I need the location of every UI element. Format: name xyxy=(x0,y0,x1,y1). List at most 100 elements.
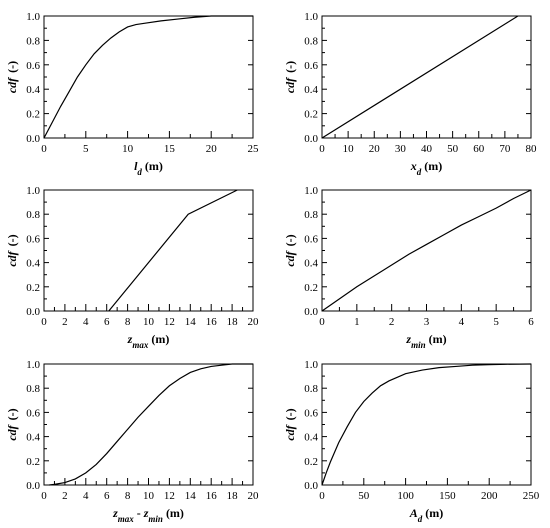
y-tick-label: 0.4 xyxy=(304,258,318,270)
x-tick-label: 30 xyxy=(395,143,407,155)
x-tick-label: 10 xyxy=(343,143,355,155)
x-tick-label: 5 xyxy=(493,316,499,328)
x-axis-title-part: A xyxy=(409,506,418,520)
series-line-1 xyxy=(321,363,532,486)
x-tick-label: 200 xyxy=(481,490,498,502)
x-tick-label: 150 xyxy=(439,490,456,502)
y-axis-title-unit: (-) xyxy=(283,408,297,420)
plot-frame xyxy=(321,15,532,139)
y-axis-title-main: cdf xyxy=(5,250,19,266)
y-tick-label: 0.8 xyxy=(26,35,40,47)
y-tick-label: 0.2 xyxy=(304,456,318,468)
x-tick-label: 100 xyxy=(397,490,414,502)
x-tick-label: 14 xyxy=(185,490,197,502)
y-tick-label: 0.2 xyxy=(26,109,40,121)
plot-frame xyxy=(43,15,254,139)
x-axis-title-part: (m) xyxy=(163,506,184,520)
x-tick-label: 0 xyxy=(41,490,47,502)
x-tick-label: 10 xyxy=(143,316,155,328)
y-tick-label: 0.8 xyxy=(26,209,40,221)
x-axis-title: zmin (m) xyxy=(405,332,446,350)
x-tick-label: 5 xyxy=(83,143,89,155)
x-axis-title-part: (m) xyxy=(426,332,447,346)
y-axis-title-main: cdf xyxy=(283,77,297,93)
x-tick-label: 20 xyxy=(369,143,381,155)
x-tick-label: 0 xyxy=(319,316,325,328)
x-tick-label: 18 xyxy=(227,316,239,328)
x-tick-label: 6 xyxy=(104,316,110,328)
plot-frame xyxy=(43,363,254,486)
x-axis-title-part: z xyxy=(127,332,133,346)
x-tick-label: 1 xyxy=(354,316,360,328)
x-axis-title-part: max xyxy=(132,340,149,350)
x-axis-title-part: (m) xyxy=(421,159,442,173)
series-line-1 xyxy=(321,189,532,312)
chart-panel-2: 0.0 0.2 0.4 0.6 0.8 1.0 0 10 20 30 40 50 60 70 80 cdf (-… xyxy=(283,11,537,177)
y-axis-title-unit: (-) xyxy=(283,234,297,246)
y-tick-label: 0.6 xyxy=(304,407,318,419)
x-tick-label: 40 xyxy=(421,143,433,155)
y-axis-title: cdf (-) xyxy=(283,61,297,93)
y-tick-label: 0.2 xyxy=(304,282,318,294)
x-axis-title-part: (m) xyxy=(148,332,169,346)
y-axis-title-unit: (-) xyxy=(5,408,19,420)
y-tick-label: 0.4 xyxy=(26,258,40,270)
y-tick-label: 0.8 xyxy=(26,383,40,395)
series-line-1 xyxy=(49,363,253,486)
y-tick-label: 0.2 xyxy=(304,109,318,121)
x-axis-title-part: d xyxy=(418,514,423,524)
x-tick-label: 14 xyxy=(185,316,197,328)
chart-panel-5: 0.0 0.2 0.4 0.6 0.8 1.0 0 2 4 6 8 10 12 14 16 18 20 cdf (-… xyxy=(5,359,259,524)
x-tick-label: 4 xyxy=(459,316,465,328)
y-tick-label: 0.4 xyxy=(304,84,318,96)
y-tick-label: 0.6 xyxy=(26,407,40,419)
x-axis-title-part: min xyxy=(411,340,426,350)
x-axis-title: zmax (m) xyxy=(127,332,170,350)
y-tick-label: 0.8 xyxy=(304,35,318,47)
y-axis-title: cdf (-) xyxy=(283,408,297,440)
chart-panel-3: 0.0 0.2 0.4 0.6 0.8 1.0 0 2 4 6 8 10 12 14 16 18 20 cdf (-… xyxy=(5,185,259,350)
y-axis-title-main: cdf xyxy=(283,250,297,266)
x-tick-label: 16 xyxy=(206,490,218,502)
x-axis-title-part: d xyxy=(417,167,422,177)
x-tick-label: 15 xyxy=(164,143,176,155)
x-tick-label: 50 xyxy=(447,143,459,155)
y-axis-title-main: cdf xyxy=(5,77,19,93)
y-tick-label: 1.0 xyxy=(304,359,318,371)
y-axis-title-unit: (-) xyxy=(5,61,19,73)
x-tick-label: 60 xyxy=(473,143,485,155)
x-axis-title: xd (m) xyxy=(410,159,443,177)
x-tick-label: 20 xyxy=(206,143,218,155)
x-axis-title-part: z xyxy=(405,332,411,346)
x-axis-title-part: max xyxy=(118,514,135,524)
x-axis-title: Ad (m) xyxy=(409,506,444,524)
y-tick-label: 0.4 xyxy=(26,84,40,96)
x-tick-label: 8 xyxy=(125,316,131,328)
x-axis-title-part: min xyxy=(148,514,163,524)
series-line-1 xyxy=(43,15,253,139)
x-tick-label: 70 xyxy=(499,143,511,155)
x-tick-label: 80 xyxy=(526,143,538,155)
x-tick-label: 2 xyxy=(389,316,395,328)
x-axis-title-part: d xyxy=(137,167,142,177)
plot-frame xyxy=(321,189,532,312)
x-tick-label: 10 xyxy=(143,490,155,502)
x-axis-title-part: (m) xyxy=(422,506,443,520)
y-axis-title-main: cdf xyxy=(283,424,297,440)
x-axis-title-part: l xyxy=(134,159,138,173)
y-tick-label: 0.0 xyxy=(304,480,318,492)
y-tick-label: 0.0 xyxy=(26,133,40,145)
plot-frame xyxy=(43,189,254,312)
x-tick-label: 3 xyxy=(424,316,430,328)
x-tick-label: 18 xyxy=(227,490,239,502)
x-axis-title-part: z xyxy=(143,506,149,520)
x-axis-title-part: (m) xyxy=(142,159,163,173)
x-axis-title: ld (m) xyxy=(134,159,163,177)
y-tick-label: 1.0 xyxy=(304,11,318,23)
y-tick-label: 0.0 xyxy=(26,306,40,318)
y-tick-label: 0.0 xyxy=(304,306,318,318)
y-tick-label: 0.6 xyxy=(26,233,40,245)
x-tick-label: 10 xyxy=(122,143,134,155)
y-tick-label: 1.0 xyxy=(26,359,40,371)
